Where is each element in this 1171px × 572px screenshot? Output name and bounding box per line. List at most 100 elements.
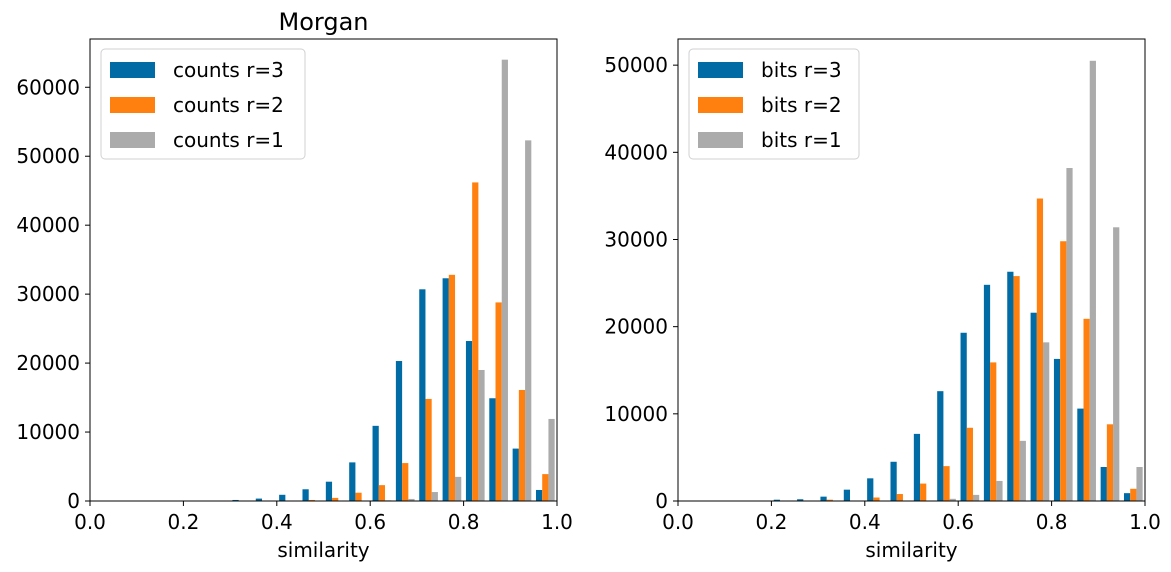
- bar: [1036, 198, 1044, 501]
- x-tick-label: 0.6: [942, 510, 974, 534]
- bar: [542, 474, 549, 501]
- bar: [1007, 271, 1014, 501]
- bar: [472, 182, 479, 501]
- bar: [826, 499, 833, 501]
- x-tick-label: 0.2: [167, 510, 199, 534]
- x-tick-label: 1.0: [541, 510, 573, 534]
- bar: [1030, 312, 1037, 501]
- bar: [395, 361, 403, 501]
- bar: [378, 485, 385, 501]
- legend-swatch: [110, 62, 155, 78]
- axes-frame: [677, 38, 1146, 502]
- bar: [890, 461, 897, 501]
- bar: [966, 427, 973, 501]
- x-tick-label: 0.4: [849, 510, 881, 534]
- bar: [1060, 241, 1067, 502]
- bar: [1113, 227, 1120, 501]
- y-tick-label: 60000: [16, 75, 80, 99]
- bar: [402, 463, 409, 501]
- bar: [949, 498, 956, 501]
- legend-swatch: [698, 62, 743, 78]
- bar: [332, 497, 339, 501]
- bar: [820, 496, 827, 501]
- legend-label: counts r=3: [173, 58, 284, 82]
- bars-group: [232, 59, 555, 502]
- bar: [960, 332, 967, 501]
- legend-label: counts r=1: [173, 128, 284, 152]
- bar: [465, 341, 473, 501]
- y-tick-label: 40000: [16, 213, 80, 237]
- bar: [1066, 168, 1073, 501]
- bar: [478, 369, 485, 501]
- bar: [1019, 440, 1026, 501]
- bar: [843, 489, 851, 501]
- x-tick-label: 0.6: [354, 510, 386, 534]
- legend-swatch: [698, 97, 743, 113]
- axes-frame: [89, 38, 558, 502]
- bar: [372, 425, 379, 501]
- bar: [512, 448, 519, 501]
- legend-swatch: [698, 132, 743, 148]
- bar: [448, 274, 456, 501]
- bar: [1077, 408, 1084, 501]
- x-tick-label: 0.0: [74, 510, 106, 534]
- legend-swatch: [110, 97, 155, 113]
- x-tick-label: 0.8: [1036, 510, 1068, 534]
- x-tick-label: 0.4: [261, 510, 293, 534]
- legend-label: bits r=1: [761, 128, 842, 152]
- y-tick-label: 50000: [604, 53, 668, 77]
- bar: [325, 481, 333, 501]
- legend: bits r=3 bits r=2 bits r=1: [688, 48, 860, 160]
- bar: [1043, 342, 1050, 501]
- bar: [419, 289, 426, 501]
- y-tick-label: 20000: [604, 315, 668, 339]
- y-tick-label: 20000: [16, 351, 80, 375]
- bar: [232, 499, 239, 501]
- bar: [525, 140, 532, 501]
- bar: [501, 59, 508, 502]
- bar: [308, 499, 315, 501]
- bar: [937, 391, 944, 501]
- x-tick-label: 0.2: [755, 510, 787, 534]
- chart-panel-2: 0.0 0.2 0.4 0.6 0.8 1.0 0 10000 20000 30000 40000 5…: [604, 38, 1161, 562]
- bar: [867, 478, 874, 501]
- bar: [1089, 60, 1096, 502]
- chart-panel-1: 0.0 0.2 0.4 0.6 0.8 1.0 0 10000 20000 30000 40000 5…: [16, 8, 573, 562]
- y-tick-label: 40000: [604, 140, 668, 164]
- y-tick-label: 0: [67, 489, 80, 513]
- bar: [1123, 493, 1131, 501]
- bar: [408, 498, 415, 501]
- bar: [489, 398, 496, 501]
- bar: [495, 302, 502, 501]
- bar: [983, 284, 991, 501]
- bar: [442, 278, 449, 501]
- bar: [355, 492, 362, 501]
- bar: [349, 462, 356, 501]
- bar: [1100, 467, 1107, 501]
- legend-label: counts r=2: [173, 93, 284, 117]
- x-tick-label: 0.8: [448, 510, 480, 534]
- x-tick-label: 1.0: [1129, 510, 1161, 534]
- y-tick-label: 50000: [16, 144, 80, 168]
- bar: [279, 494, 286, 501]
- y-tick-label: 10000: [604, 402, 668, 426]
- bar: [773, 499, 780, 501]
- bar: [896, 494, 903, 501]
- bar: [996, 480, 1003, 501]
- legend-swatch: [110, 132, 155, 148]
- bar: [1013, 276, 1020, 501]
- bar: [1053, 358, 1061, 501]
- bar: [1136, 467, 1143, 501]
- bar: [302, 489, 309, 501]
- y-tick-label: 30000: [16, 282, 80, 306]
- bar: [920, 483, 927, 501]
- x-axis-label: similarity: [277, 538, 369, 562]
- legend: counts r=3 counts r=2 counts r=1: [100, 48, 306, 160]
- chart-title: Morgan: [279, 8, 369, 36]
- x-axis-label: similarity: [865, 538, 957, 562]
- legend-label: bits r=3: [761, 58, 842, 82]
- bar: [431, 492, 438, 501]
- y-tick-label: 0: [655, 489, 668, 513]
- bar: [255, 498, 263, 501]
